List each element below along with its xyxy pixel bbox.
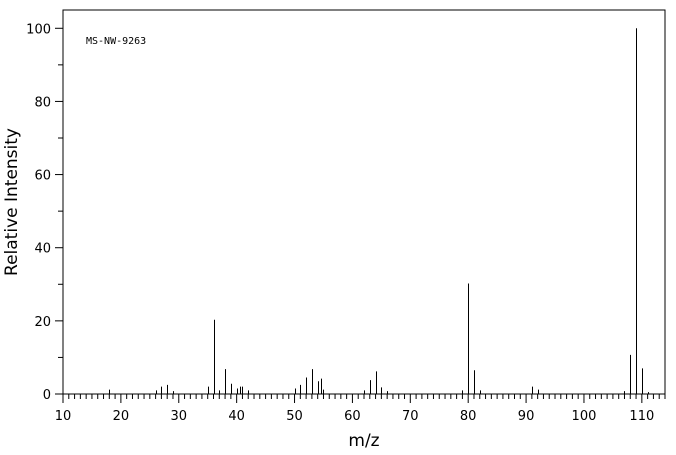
- x-tick-label: 90: [518, 409, 535, 424]
- plot-frame: [62, 9, 666, 395]
- y-tick-label: 60: [34, 169, 51, 184]
- y-tick-label: 40: [34, 242, 51, 257]
- x-tick-label: 100: [572, 409, 597, 424]
- x-axis-ticks: 10 20 30 40 50 60 70 80 90 100 110: [55, 394, 654, 424]
- y-axis-ticks: 0 20 40 60 80 100: [26, 22, 63, 403]
- x-tick-label: 40: [228, 409, 245, 424]
- x-axis-label: m/z: [348, 431, 379, 451]
- x-tick-label: 20: [113, 409, 130, 424]
- x-tick-label: 10: [55, 409, 72, 424]
- y-axis-label: Relative Intensity: [2, 128, 22, 276]
- x-tick-label: 80: [460, 409, 477, 424]
- x-tick-label: 60: [344, 409, 361, 424]
- y-tick-label: 20: [34, 315, 51, 330]
- y-tick-label: 0: [43, 388, 51, 403]
- x-tick-label: 30: [170, 409, 187, 424]
- y-tick-label: 80: [34, 95, 51, 110]
- x-tick-label: 110: [629, 409, 654, 424]
- spectrum-peaks: [109, 28, 649, 394]
- x-tick-label: 70: [402, 409, 419, 424]
- spectrum-id-label: MS-NW-9263: [86, 36, 146, 47]
- x-tick-label: 50: [286, 409, 303, 424]
- x-minor-ticks: [68, 394, 666, 399]
- y-tick-label: 100: [26, 22, 51, 37]
